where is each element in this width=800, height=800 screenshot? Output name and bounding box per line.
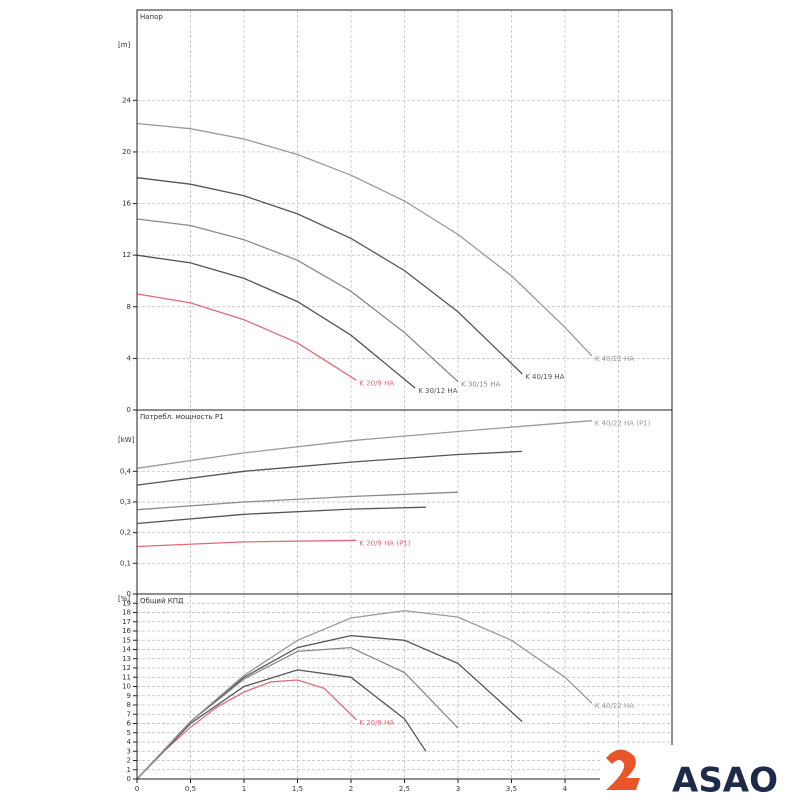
y-tick-label: 4 <box>127 354 132 362</box>
x-tick-label: 3 <box>456 785 460 793</box>
logo-icon <box>606 749 640 790</box>
y-tick-label: 5 <box>127 729 131 737</box>
curve <box>136 218 459 383</box>
y-tick-label: 0 <box>127 406 131 414</box>
x-tick-label: 2 <box>349 785 353 793</box>
logo: ASAO <box>600 745 800 800</box>
curve-label: K 20/9 HA <box>359 719 394 727</box>
curve <box>136 679 357 780</box>
curve <box>136 293 357 381</box>
curve <box>136 122 593 357</box>
y-tick-label: 1 <box>127 766 131 774</box>
y-tick-label: 19 <box>122 599 131 607</box>
y-tick-label: 16 <box>122 200 131 208</box>
logo-text: ASAO <box>672 761 778 800</box>
curve-label: K 40/22 HA <box>595 355 634 363</box>
y-tick-label: 0,1 <box>120 559 131 567</box>
y-tick-label: 14 <box>122 646 131 654</box>
y-tick-label: 17 <box>122 618 131 626</box>
curve-label: K 40/19 HA <box>525 373 564 381</box>
y-tick-label: 18 <box>122 609 131 617</box>
y-tick-label: 13 <box>122 655 131 663</box>
x-tick-label: 3,5 <box>506 785 517 793</box>
curve-label: K 30/15 HA <box>461 381 500 389</box>
curve-label: K 40/22 HA (P1) <box>595 420 651 428</box>
y-tick-label: 15 <box>122 636 131 644</box>
y-tick-label: 11 <box>122 673 131 681</box>
y-tick-label: 8 <box>127 701 131 709</box>
x-tick-label: 2,5 <box>399 785 410 793</box>
panel-title: Напор <box>140 13 163 21</box>
y-tick-label: 12 <box>122 664 131 672</box>
curve-label: K 40/22 HA <box>595 702 634 710</box>
x-tick-label: 0 <box>135 785 139 793</box>
logo-background <box>600 745 800 800</box>
curve-label: K 30/12 HA <box>418 387 457 395</box>
y-tick-label: 0,4 <box>120 467 132 475</box>
y-tick-label: 16 <box>122 627 131 635</box>
curve <box>136 450 523 486</box>
curve-label: K 20/9 HA <box>359 379 394 387</box>
y-tick-label: 2 <box>127 757 131 765</box>
y-axis-unit: [m] <box>118 41 131 49</box>
y-tick-label: 0,2 <box>120 529 131 537</box>
y-tick-label: 8 <box>127 303 131 311</box>
y-tick-label: 9 <box>127 692 131 700</box>
curve <box>136 420 592 469</box>
curve <box>136 506 426 525</box>
panel-title: Общий КПД <box>140 597 184 605</box>
x-tick-label: 0,5 <box>185 785 196 793</box>
y-tick-label: 0 <box>127 590 131 598</box>
frame <box>136 9 673 780</box>
plot-area: 00,511,522,533,544,5Напор[m]04812162024K… <box>118 10 672 793</box>
y-axis-unit: [kW] <box>118 436 135 444</box>
curve <box>136 254 416 389</box>
curve <box>136 491 459 511</box>
y-tick-label: 4 <box>127 738 132 746</box>
x-tick-label: 1,5 <box>292 785 303 793</box>
y-tick-label: 7 <box>127 710 131 718</box>
panel-title: Потребл. мощность P1 <box>140 413 224 421</box>
y-tick-label: 20 <box>122 148 131 156</box>
x-tick-label: 4 <box>563 785 568 793</box>
curve-label: K 20/9 HA (P1) <box>359 539 410 547</box>
curve <box>136 177 523 375</box>
curve <box>136 539 357 548</box>
y-tick-label: 3 <box>127 747 131 755</box>
y-tick-label: 0 <box>127 775 131 783</box>
y-tick-label: 24 <box>122 96 131 104</box>
x-tick-label: 1 <box>242 785 246 793</box>
curve <box>136 609 593 780</box>
y-axis-unit: [%] <box>118 595 130 603</box>
y-tick-label: 6 <box>127 720 132 728</box>
y-tick-label: 10 <box>122 683 131 691</box>
curve <box>136 669 427 780</box>
y-tick-label: 0,3 <box>120 498 131 506</box>
y-tick-label: 12 <box>122 251 131 259</box>
